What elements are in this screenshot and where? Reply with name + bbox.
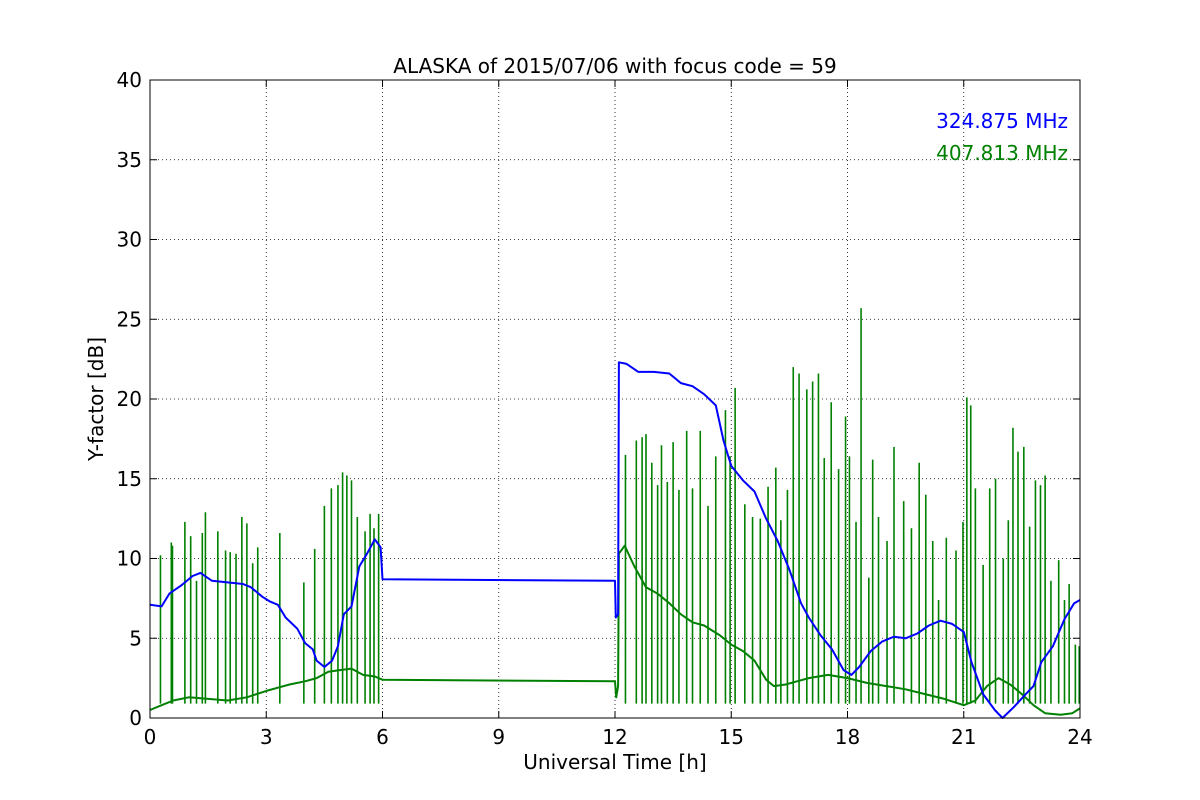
legend-entry: 407.813 MHz (936, 141, 1068, 165)
y-tick-label: 35 (117, 148, 142, 172)
x-tick-label: 3 (260, 725, 273, 749)
series-line (149, 361, 1081, 719)
y-tick-label: 40 (117, 68, 142, 92)
x-tick-label: 9 (492, 725, 505, 749)
chart-title: ALASKA of 2015/07/06 with focus code = 5… (393, 54, 836, 78)
legend: 324.875 MHz 407.813 MHz (936, 109, 1068, 165)
legend-entry: 324.875 MHz (936, 109, 1068, 133)
y-tick-label: 25 (117, 307, 142, 331)
y-tick-label: 30 (117, 228, 142, 252)
x-tick-label: 18 (835, 725, 860, 749)
y-tick-label: 15 (117, 467, 142, 491)
x-tick-label: 12 (602, 725, 627, 749)
y-tick-label: 5 (129, 626, 142, 650)
y-tick-label: 20 (117, 387, 142, 411)
plot-area (149, 308, 1081, 719)
x-tick-label: 24 (1067, 725, 1092, 749)
x-axis-label: Universal Time [h] (523, 750, 706, 774)
y-axis-label: Y-factor [dB] (84, 337, 108, 462)
grid-lines (150, 80, 1080, 718)
x-tick-label: 21 (951, 725, 976, 749)
axis-ticks: 0 3 6 9 12 15 18 21 24 0 5 10 15 20 25 30 35 40 (117, 68, 1093, 749)
y-tick-label: 0 (129, 706, 142, 730)
x-tick-label: 15 (719, 725, 744, 749)
x-tick-label: 0 (144, 725, 157, 749)
y-tick-label: 10 (117, 547, 142, 571)
x-tick-label: 6 (376, 725, 389, 749)
